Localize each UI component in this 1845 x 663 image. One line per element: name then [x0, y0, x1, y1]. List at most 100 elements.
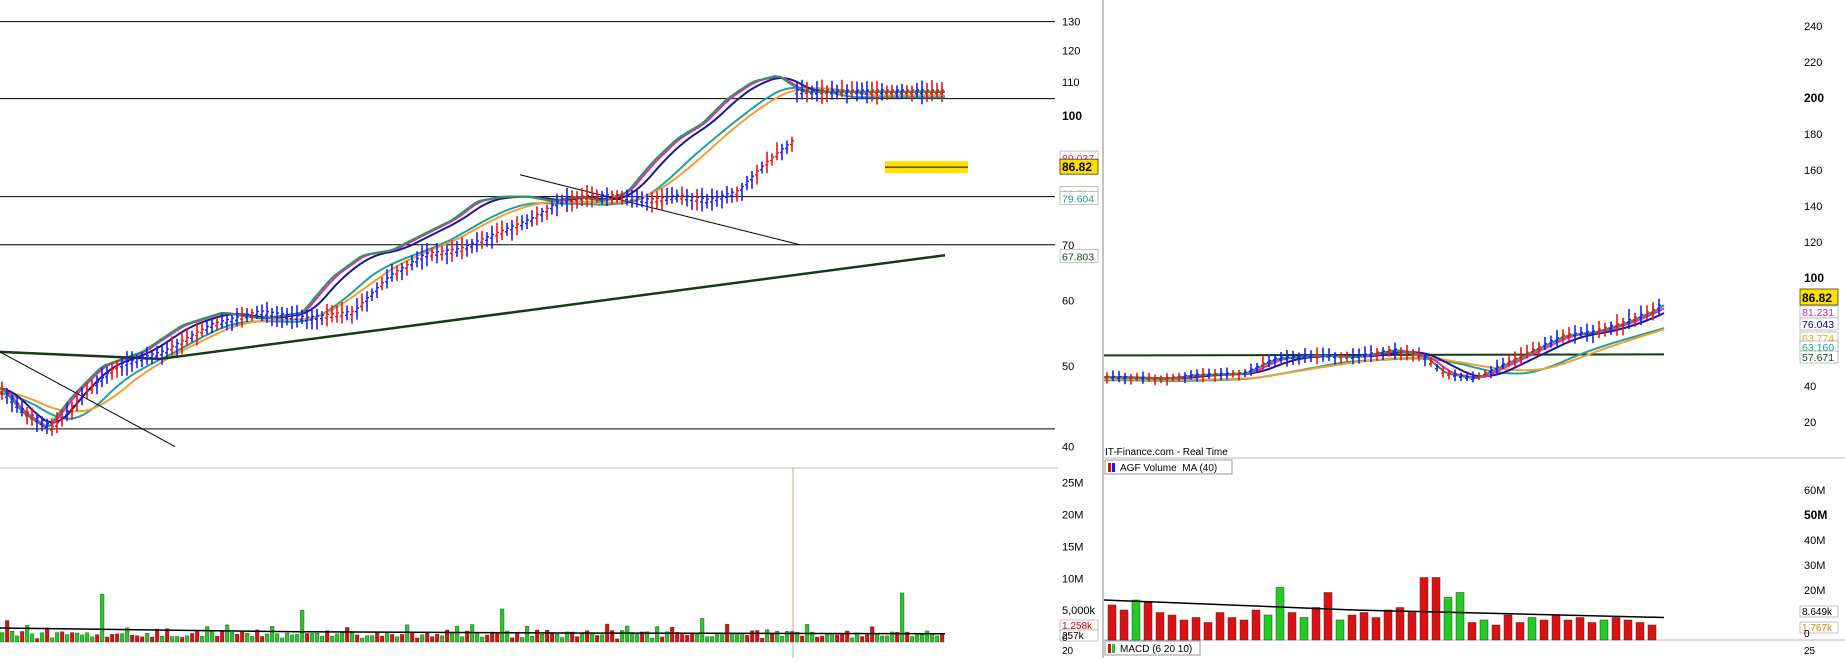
right-volume-bar[interactable] [1647, 624, 1657, 641]
volume-bar[interactable] [375, 631, 380, 643]
volume-bar[interactable] [150, 636, 155, 643]
volume-bar[interactable] [500, 608, 505, 643]
right-volume-bar[interactable] [1263, 614, 1273, 641]
volume-bar[interactable] [485, 634, 490, 643]
volume-bar[interactable] [125, 627, 130, 643]
ma-green-line[interactable] [0, 74, 945, 429]
volume-bar[interactable] [820, 635, 825, 643]
volume-bar[interactable] [415, 637, 420, 643]
macd-legend[interactable]: MACD (6 20 10) [1104, 640, 1201, 656]
right-volume-bar[interactable] [1467, 622, 1477, 641]
ma-orange-line[interactable] [0, 87, 945, 413]
volume-bar[interactable] [230, 632, 235, 643]
right-volume-bar[interactable] [1323, 592, 1333, 641]
volume-bar[interactable] [460, 636, 465, 643]
volume-bar[interactable] [775, 630, 780, 643]
volume-bar[interactable] [540, 634, 545, 643]
left-price-plot[interactable] [0, 74, 968, 447]
volume-bar[interactable] [895, 631, 900, 643]
volume-bar[interactable] [705, 636, 710, 643]
right-volume-bar[interactable] [1155, 612, 1165, 641]
right-volume-bar[interactable] [1131, 599, 1141, 641]
volume-bar[interactable] [355, 634, 360, 643]
volume-bar[interactable] [70, 632, 75, 643]
volume-bar[interactable] [880, 635, 885, 643]
volume-bar[interactable] [90, 636, 95, 643]
volume-bar[interactable] [335, 633, 340, 643]
right-volume-bar[interactable] [1107, 604, 1117, 641]
ma-magenta-line[interactable] [0, 75, 945, 427]
volume-bar[interactable] [755, 630, 760, 643]
volume-bar[interactable] [630, 632, 635, 643]
right-volume-bar[interactable] [1479, 619, 1489, 641]
volume-bar[interactable] [515, 631, 520, 643]
volume-bar[interactable] [210, 630, 215, 643]
volume-legend[interactable]: AGF Volume MA (40) [1104, 459, 1233, 475]
volume-bar[interactable] [95, 634, 100, 643]
volume-bar[interactable] [0, 632, 5, 643]
volume-bar[interactable] [750, 630, 755, 643]
volume-bar[interactable] [495, 632, 500, 643]
volume-bar[interactable] [110, 634, 115, 643]
volume-bar[interactable] [720, 633, 725, 643]
volume-bar[interactable] [940, 633, 945, 643]
volume-bar[interactable] [850, 637, 855, 643]
volume-bar[interactable] [235, 634, 240, 643]
ma-teal-line[interactable] [0, 86, 945, 420]
right-volume-bar[interactable] [1299, 617, 1309, 641]
volume-bar[interactable] [420, 634, 425, 643]
volume-bar[interactable] [550, 632, 555, 643]
right-volume-bar[interactable] [1635, 622, 1645, 641]
right-volume-bar[interactable] [1527, 617, 1537, 641]
volume-bar[interactable] [595, 635, 600, 643]
volume-bar[interactable] [655, 626, 660, 643]
volume-bar[interactable] [305, 633, 310, 643]
volume-bar[interactable] [640, 631, 645, 643]
volume-bar[interactable] [710, 636, 715, 643]
volume-bar[interactable] [100, 593, 105, 643]
volume-bar[interactable] [830, 633, 835, 643]
right-volume-bar[interactable] [1503, 614, 1513, 641]
volume-bar[interactable] [220, 631, 225, 643]
volume-bar[interactable] [380, 635, 385, 643]
volume-bar[interactable] [885, 635, 890, 643]
volume-bar[interactable] [320, 635, 325, 643]
volume-bar[interactable] [860, 636, 865, 643]
right-volume-ma-line[interactable] [1103, 599, 1665, 619]
right-volume-bar[interactable] [1563, 619, 1573, 641]
volume-bar[interactable] [385, 632, 390, 643]
volume-bar[interactable] [105, 636, 110, 643]
volume-bar[interactable] [450, 632, 455, 643]
volume-bar[interactable] [575, 636, 580, 643]
volume-bar[interactable] [740, 634, 745, 643]
volume-bar[interactable] [760, 637, 765, 643]
volume-bar[interactable] [930, 633, 935, 643]
volume-bar[interactable] [195, 630, 200, 643]
volume-bar[interactable] [730, 633, 735, 643]
volume-bar[interactable] [620, 630, 625, 643]
volume-bar[interactable] [785, 631, 790, 643]
volume-bar[interactable] [165, 628, 170, 643]
volume-bar[interactable] [35, 638, 40, 643]
volume-bar[interactable] [410, 631, 415, 643]
volume-bar[interactable] [345, 627, 350, 643]
volume-bar[interactable] [50, 637, 55, 643]
volume-bar[interactable] [330, 636, 335, 643]
volume-bar[interactable] [115, 633, 120, 643]
volume-bar[interactable] [5, 620, 10, 643]
volume-bar[interactable] [645, 631, 650, 643]
volume-bar[interactable] [55, 632, 60, 643]
volume-bar[interactable] [80, 634, 85, 643]
volume-bar[interactable] [490, 631, 495, 643]
volume-bar[interactable] [475, 633, 480, 643]
volume-bar[interactable] [900, 592, 905, 643]
volume-bar[interactable] [480, 636, 485, 643]
right-volume-bar[interactable] [1551, 614, 1561, 641]
volume-bar[interactable] [570, 631, 575, 643]
volume-bar[interactable] [145, 632, 150, 643]
right-volume-bar[interactable] [1275, 587, 1285, 641]
volume-bar[interactable] [85, 632, 90, 643]
volume-bar[interactable] [315, 632, 320, 643]
volume-bar[interactable] [25, 625, 30, 643]
right-volume-bar[interactable] [1383, 609, 1393, 641]
